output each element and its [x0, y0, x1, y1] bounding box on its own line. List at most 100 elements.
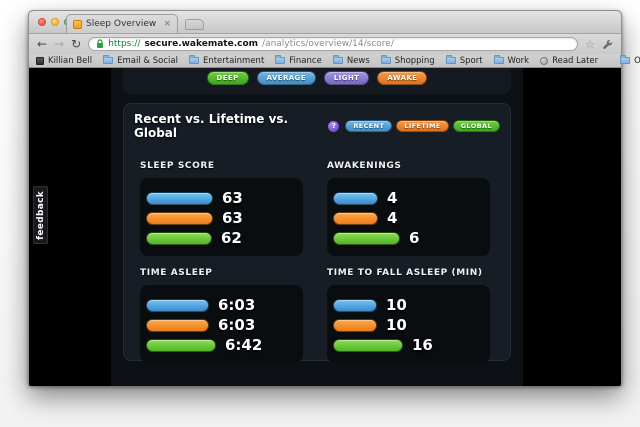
bookmark-label: Killian Bell: [48, 55, 93, 66]
other-bookmarks-button[interactable]: Other Bookmarks: [620, 55, 640, 66]
bar-global: [333, 339, 403, 352]
url-scheme: https://: [108, 39, 141, 49]
reload-icon[interactable]: ↻: [71, 37, 82, 51]
close-window-button[interactable]: [38, 18, 46, 26]
bookmark-label: Work: [507, 55, 530, 66]
bookmark-favicon-icon: [36, 56, 44, 65]
legend-pill-light[interactable]: LIGHT: [323, 71, 370, 85]
bar-value: 6:42: [225, 336, 263, 354]
bookmark-folder-work[interactable]: Work: [493, 55, 530, 66]
bookmark-folder-finance[interactable]: Finance: [275, 55, 322, 66]
bookmark-read-later[interactable]: Read Later: [540, 56, 598, 66]
bar-row: 62: [146, 229, 303, 247]
section-time-to-fall-asleep: TIME TO FALL ASLEEP (MIN) 10 10: [327, 256, 490, 363]
series-pill-global[interactable]: GLOBAL: [452, 120, 500, 132]
back-icon[interactable]: ←: [37, 37, 48, 51]
series-pill-lifetime[interactable]: LIFETIME: [396, 120, 449, 132]
bookmark-label: Entertainment: [202, 55, 265, 66]
bar-row: 16: [333, 338, 490, 353]
bar-recent: [146, 299, 209, 312]
section-label: AWAKENINGS: [327, 161, 402, 171]
page-content-column: DEEP AVERAGE LIGHT AWAKE Recent vs. Life…: [111, 68, 523, 386]
bar-lifetime: [333, 319, 377, 332]
legend-pill-deep[interactable]: DEEP: [206, 71, 249, 85]
bookmark-folder-email-social[interactable]: Email & Social: [103, 55, 178, 66]
bar-value: 10: [386, 316, 407, 334]
feedback-label: feedback: [35, 190, 46, 240]
wrench-icon[interactable]: [602, 39, 613, 50]
bar-recent: [333, 192, 378, 205]
bar-global: [333, 232, 400, 245]
page-viewport: DEEP AVERAGE LIGHT AWAKE Recent vs. Life…: [29, 68, 621, 386]
secure-lock-icon: [97, 39, 104, 48]
minimize-window-button[interactable]: [51, 18, 59, 26]
bar-lifetime: [333, 212, 378, 225]
help-icon[interactable]: ?: [328, 120, 340, 132]
other-bookmarks-label: Other Bookmarks: [634, 55, 640, 66]
bar-row: 63: [146, 191, 303, 206]
sleep-phase-legend-panel: DEEP AVERAGE LIGHT AWAKE: [123, 68, 511, 94]
section-label: TIME ASLEEP: [140, 268, 213, 278]
bar-row: 6:42: [146, 336, 303, 354]
chart-box: 10 10 16: [327, 285, 490, 363]
bookmark-label: Read Later: [552, 55, 599, 66]
address-bar[interactable]: https://secure.wakemate.com/analytics/ov…: [88, 37, 579, 51]
folder-icon: [493, 55, 504, 64]
bar-row: 6:03: [146, 316, 303, 334]
bookmark-star-icon[interactable]: ☆: [585, 37, 595, 51]
bar-global: [146, 339, 216, 352]
folder-icon: [275, 55, 286, 64]
bar-value: 62: [221, 229, 242, 247]
titlebar[interactable]: Sleep Overview - WakeMate ×: [29, 11, 621, 34]
section-label: SLEEP SCORE: [140, 161, 215, 171]
bar-value: 6: [409, 229, 420, 247]
url-host: secure.wakemate.com: [144, 39, 259, 49]
bookmark-folder-entertainment[interactable]: Entertainment: [188, 55, 265, 66]
bookmark-folder-sport[interactable]: Sport: [445, 55, 483, 66]
bar-lifetime: [146, 319, 209, 332]
folder-icon: [445, 55, 456, 64]
bar-row: 10: [333, 296, 490, 314]
bar-value: 10: [386, 296, 407, 314]
comparison-panel-header: Recent vs. Lifetime vs. Global ? RECENT …: [124, 104, 510, 140]
bookmark-folder-news[interactable]: News: [332, 55, 370, 66]
url-path: /analytics/overview/14/score/: [262, 39, 394, 49]
tab-close-icon[interactable]: ×: [163, 19, 171, 29]
browser-tab[interactable]: Sleep Overview - WakeMate ×: [66, 14, 178, 33]
bar-row: 6:03: [146, 298, 303, 313]
folder-icon: [188, 55, 199, 64]
bookmarks-bar: Killian Bell Email & Social Entertainmen…: [29, 54, 640, 68]
bar-row: 6: [333, 229, 490, 247]
bookmark-label: Shopping: [394, 55, 435, 66]
site-favicon-icon: [73, 19, 82, 29]
comparison-panel: Recent vs. Lifetime vs. Global ? RECENT …: [123, 103, 511, 363]
bar-row: 4: [333, 211, 490, 226]
chart-box: 4 4 6: [327, 178, 490, 256]
section-label: TIME TO FALL ASLEEP (MIN): [327, 268, 483, 278]
section-sleep-score: SLEEP SCORE 63 63: [140, 149, 303, 256]
bookmark-label: Email & Social: [117, 55, 178, 66]
tab-title: Sleep Overview - WakeMate: [86, 19, 159, 29]
legend-pill-awake[interactable]: AWAKE: [377, 71, 428, 85]
bookmark-killian-bell[interactable]: Killian Bell: [36, 56, 92, 66]
series-pill-recent[interactable]: RECENT: [345, 120, 393, 132]
folder-icon: [380, 55, 391, 64]
bar-recent: [333, 299, 377, 312]
series-legend: RECENT LIFETIME GLOBAL: [345, 120, 500, 132]
bookmark-label: News: [346, 55, 370, 66]
forward-icon[interactable]: →: [54, 37, 65, 51]
read-later-icon: [540, 56, 549, 65]
bar-global: [146, 232, 212, 245]
feedback-tab[interactable]: feedback: [33, 186, 48, 244]
bookmark-folder-shopping[interactable]: Shopping: [380, 55, 435, 66]
bar-lifetime: [146, 212, 213, 225]
legend-pill-average[interactable]: AVERAGE: [256, 71, 316, 85]
bar-value: 6:03: [218, 316, 256, 334]
bar-row: 4: [333, 191, 490, 206]
bar-recent: [146, 192, 213, 205]
new-tab-button[interactable]: [185, 19, 204, 30]
chart-box: 63 63 62: [140, 178, 303, 256]
bar-row: 63: [146, 211, 303, 226]
bookmark-label: Finance: [289, 55, 322, 66]
